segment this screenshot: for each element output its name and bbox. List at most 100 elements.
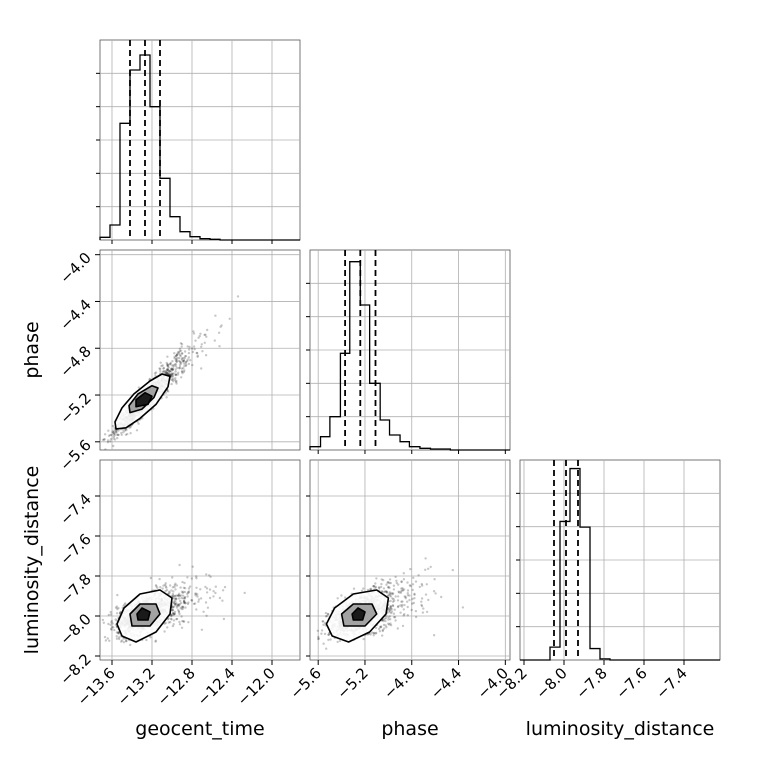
x-tick-label-luminosity_distance-4: −7.4 [652, 664, 690, 702]
sample-point [109, 433, 112, 437]
sample-point [196, 351, 199, 355]
sample-point [168, 370, 171, 373]
sample-point [179, 601, 183, 605]
sample-point [388, 609, 391, 612]
sample-point [375, 577, 378, 580]
sample-point [172, 365, 175, 368]
sample-point [182, 358, 186, 362]
sample-point [107, 613, 111, 617]
sample-point [163, 630, 166, 633]
sample-point [109, 623, 112, 627]
sample-point [178, 366, 181, 370]
sample-point [377, 586, 381, 589]
sample-point [195, 608, 198, 611]
sample-point [162, 584, 165, 587]
sample-point [167, 390, 170, 393]
sample-point [195, 351, 198, 355]
sample-point [190, 347, 194, 350]
sample-point [169, 361, 172, 365]
sample-point [177, 371, 180, 374]
sample-point [174, 359, 178, 362]
sample-point [170, 367, 173, 371]
x-tick-label-phase-3: −4.4 [427, 664, 465, 702]
sample-point [167, 371, 170, 375]
sample-point [107, 434, 111, 437]
contour-inner-geocent_time-vs-phase [135, 391, 153, 408]
sample-point [161, 370, 165, 374]
sample-point [116, 436, 119, 440]
y-tick-label-phase-1: −5.2 [56, 389, 94, 427]
sample-point [192, 602, 196, 606]
sample-point [199, 597, 203, 600]
sample-point [111, 622, 114, 625]
sample-point [172, 594, 175, 597]
sample-point [179, 342, 183, 345]
sample-point [109, 627, 113, 630]
sample-point [180, 376, 183, 379]
sample-point [392, 597, 395, 601]
sample-point [171, 606, 174, 610]
sample-point [338, 639, 342, 643]
sample-point [214, 314, 217, 317]
sample-point [424, 593, 428, 596]
sample-point [404, 595, 407, 599]
sample-point [193, 348, 196, 351]
sample-point [183, 581, 186, 585]
sample-point [402, 572, 405, 575]
y-axis-label-phase: phase [21, 321, 43, 378]
sample-point [167, 621, 170, 624]
sample-point [165, 361, 168, 365]
sample-point [171, 592, 175, 596]
sample-point [169, 617, 173, 620]
sample-point [393, 599, 396, 602]
sample-point [408, 594, 411, 597]
sample-point [204, 333, 207, 336]
sample-point [174, 380, 178, 384]
sample-point [174, 368, 177, 371]
sample-point [178, 349, 182, 353]
sample-point [180, 345, 183, 348]
sample-point [173, 597, 176, 600]
sample-point [195, 586, 198, 589]
sample-point [112, 626, 115, 629]
sample-point [391, 597, 394, 600]
sample-point [116, 593, 119, 597]
sample-point [109, 610, 112, 614]
sample-point [326, 612, 330, 616]
sample-point [389, 605, 392, 608]
sample-point [109, 440, 112, 443]
sample-point [381, 628, 384, 632]
sample-point [397, 605, 400, 608]
sample-point [180, 605, 183, 609]
x-tick-label-luminosity_distance-1: −8.0 [532, 664, 570, 702]
sample-point [389, 605, 393, 608]
sample-point [101, 438, 105, 442]
sample-point [168, 590, 171, 593]
x-tick-label-phase-2: −4.8 [380, 664, 418, 702]
sample-point [184, 606, 187, 609]
sample-point [406, 581, 409, 584]
sample-point [190, 599, 193, 602]
sample-point [120, 639, 124, 642]
sample-point [171, 612, 175, 615]
sample-point [182, 605, 185, 609]
sample-point [370, 631, 374, 634]
sample-point [174, 363, 178, 366]
sample-point [166, 389, 169, 393]
sample-point [221, 599, 224, 602]
sample-point [340, 594, 343, 597]
sample-point [104, 639, 108, 642]
y-tick-label-phase-2: −4.8 [56, 342, 94, 380]
sample-point [181, 594, 185, 597]
sample-point [422, 607, 425, 610]
sample-point [186, 592, 189, 596]
sample-point [408, 598, 411, 602]
sample-point [117, 632, 120, 635]
sample-point [406, 600, 409, 603]
sample-point [212, 595, 215, 598]
sample-point [166, 355, 169, 358]
sample-point [397, 583, 400, 586]
sample-point [178, 603, 181, 606]
sample-point [203, 333, 206, 337]
sample-point [106, 439, 110, 442]
